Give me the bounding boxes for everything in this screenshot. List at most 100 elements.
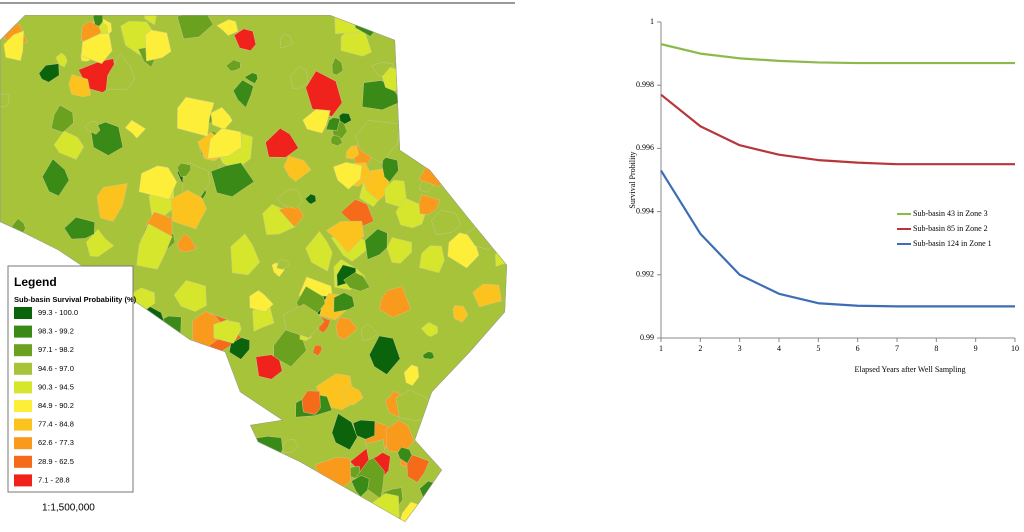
sub-basin: [360, 323, 379, 341]
sub-basin: [331, 57, 344, 76]
y-tick-label: 0.996: [636, 143, 654, 152]
x-axis-label: Elapsed Years after Well Sampling: [855, 365, 966, 374]
sub-basin: [332, 161, 363, 190]
sub-basin: [369, 335, 401, 375]
sub-basin: [325, 220, 365, 254]
sub-basin: [325, 117, 341, 131]
sub-basin: [352, 419, 376, 440]
sub-basin: [249, 289, 274, 313]
chart: Survival Probility Elapsed Years after W…: [628, 17, 1019, 374]
legend-label: 62.6 - 77.3: [38, 438, 74, 447]
sub-basin: [472, 131, 506, 167]
legend-title: Legend: [14, 275, 57, 289]
sub-basin: [459, 505, 488, 522]
sub-basin: [418, 194, 440, 215]
sub-basin: [330, 135, 343, 147]
sub-basin: [462, 484, 482, 504]
sub-basin: [80, 32, 113, 64]
sub-basin: [254, 436, 283, 462]
sub-basin: [469, 181, 507, 215]
y-tick-label: 0.994: [636, 206, 654, 215]
sub-basin: [187, 458, 219, 495]
series-line: [660, 43, 1015, 65]
sub-basin: [136, 223, 173, 270]
y-tick-label: 0.992: [636, 270, 654, 279]
sub-basin: [422, 351, 435, 360]
x-tick-label: 10: [1011, 344, 1019, 353]
legend-swatch: [14, 307, 32, 319]
legend-label: Sub-basin 43 in Zone 3: [913, 209, 988, 218]
sub-basin: [496, 440, 507, 455]
sub-basin: [134, 347, 149, 361]
legend-swatch: [14, 325, 32, 338]
y-tick-label: 0.998: [636, 80, 654, 89]
legend-swatch: [14, 381, 32, 394]
sub-basin: [297, 495, 328, 522]
sub-basin: [386, 237, 412, 264]
sub-basin: [485, 91, 507, 115]
sub-basin: [210, 162, 255, 197]
sub-basin: [53, 130, 85, 160]
sub-basin: [331, 413, 358, 451]
sub-basin: [450, 501, 477, 522]
y-tick-label: 1: [650, 17, 654, 26]
x-tick-label: 5: [816, 344, 820, 353]
sub-basin: [138, 165, 178, 200]
sub-basin: [265, 127, 299, 158]
sub-basin: [466, 405, 491, 435]
sub-basin: [398, 119, 434, 158]
legend-swatch: [14, 362, 32, 375]
sub-basin: [414, 124, 453, 158]
legend-label: 84.9 - 90.2: [38, 401, 74, 410]
sub-basin: [419, 123, 440, 139]
sub-basin: [165, 368, 194, 396]
sub-basin: [181, 345, 206, 369]
sub-basin: [305, 230, 333, 272]
sub-basin: [495, 391, 507, 425]
sub-basin: [92, 15, 104, 27]
sub-basin: [209, 396, 248, 427]
sub-basin: [403, 364, 420, 386]
sub-basin: [436, 450, 466, 483]
legend-label: 28.9 - 62.5: [38, 457, 74, 466]
sub-basin: [435, 121, 461, 148]
sub-basin: [495, 249, 507, 267]
sub-basin: [333, 292, 355, 313]
sub-basin: [229, 337, 250, 360]
sub-basin: [134, 485, 155, 502]
sub-basin: [431, 209, 462, 236]
sub-basin: [472, 283, 502, 308]
sub-basin: [397, 446, 413, 464]
sub-basin: [55, 52, 68, 68]
legend-label: Sub-basin 124 in Zone 1: [913, 239, 992, 248]
sub-basin: [176, 15, 214, 40]
sub-basin: [434, 433, 457, 459]
sub-basin: [419, 245, 445, 274]
sub-basin: [216, 19, 239, 36]
sub-basin: [378, 286, 412, 318]
sub-basin: [203, 366, 228, 389]
sub-basin: [148, 369, 163, 385]
series-line: [660, 169, 1015, 308]
sub-basin: [279, 34, 293, 49]
sub-basin: [232, 79, 254, 108]
sub-basin: [335, 316, 358, 341]
sub-basin: [463, 15, 491, 33]
sub-basin: [345, 145, 360, 160]
sub-basin: [176, 233, 198, 253]
sub-basin: [452, 372, 484, 400]
sub-basin: [3, 30, 25, 62]
sub-basin: [428, 76, 458, 120]
sub-basin: [476, 194, 488, 205]
sub-basin: [460, 448, 500, 474]
sub-basin: [204, 403, 222, 420]
sub-basin: [364, 228, 388, 260]
sub-basin: [258, 471, 284, 492]
legend-swatch: [14, 474, 32, 487]
sub-basin: [84, 121, 101, 135]
sub-basin: [144, 15, 157, 26]
x-tick-label: 9: [974, 344, 978, 353]
sub-basin: [301, 390, 321, 415]
sub-basin: [243, 72, 258, 84]
